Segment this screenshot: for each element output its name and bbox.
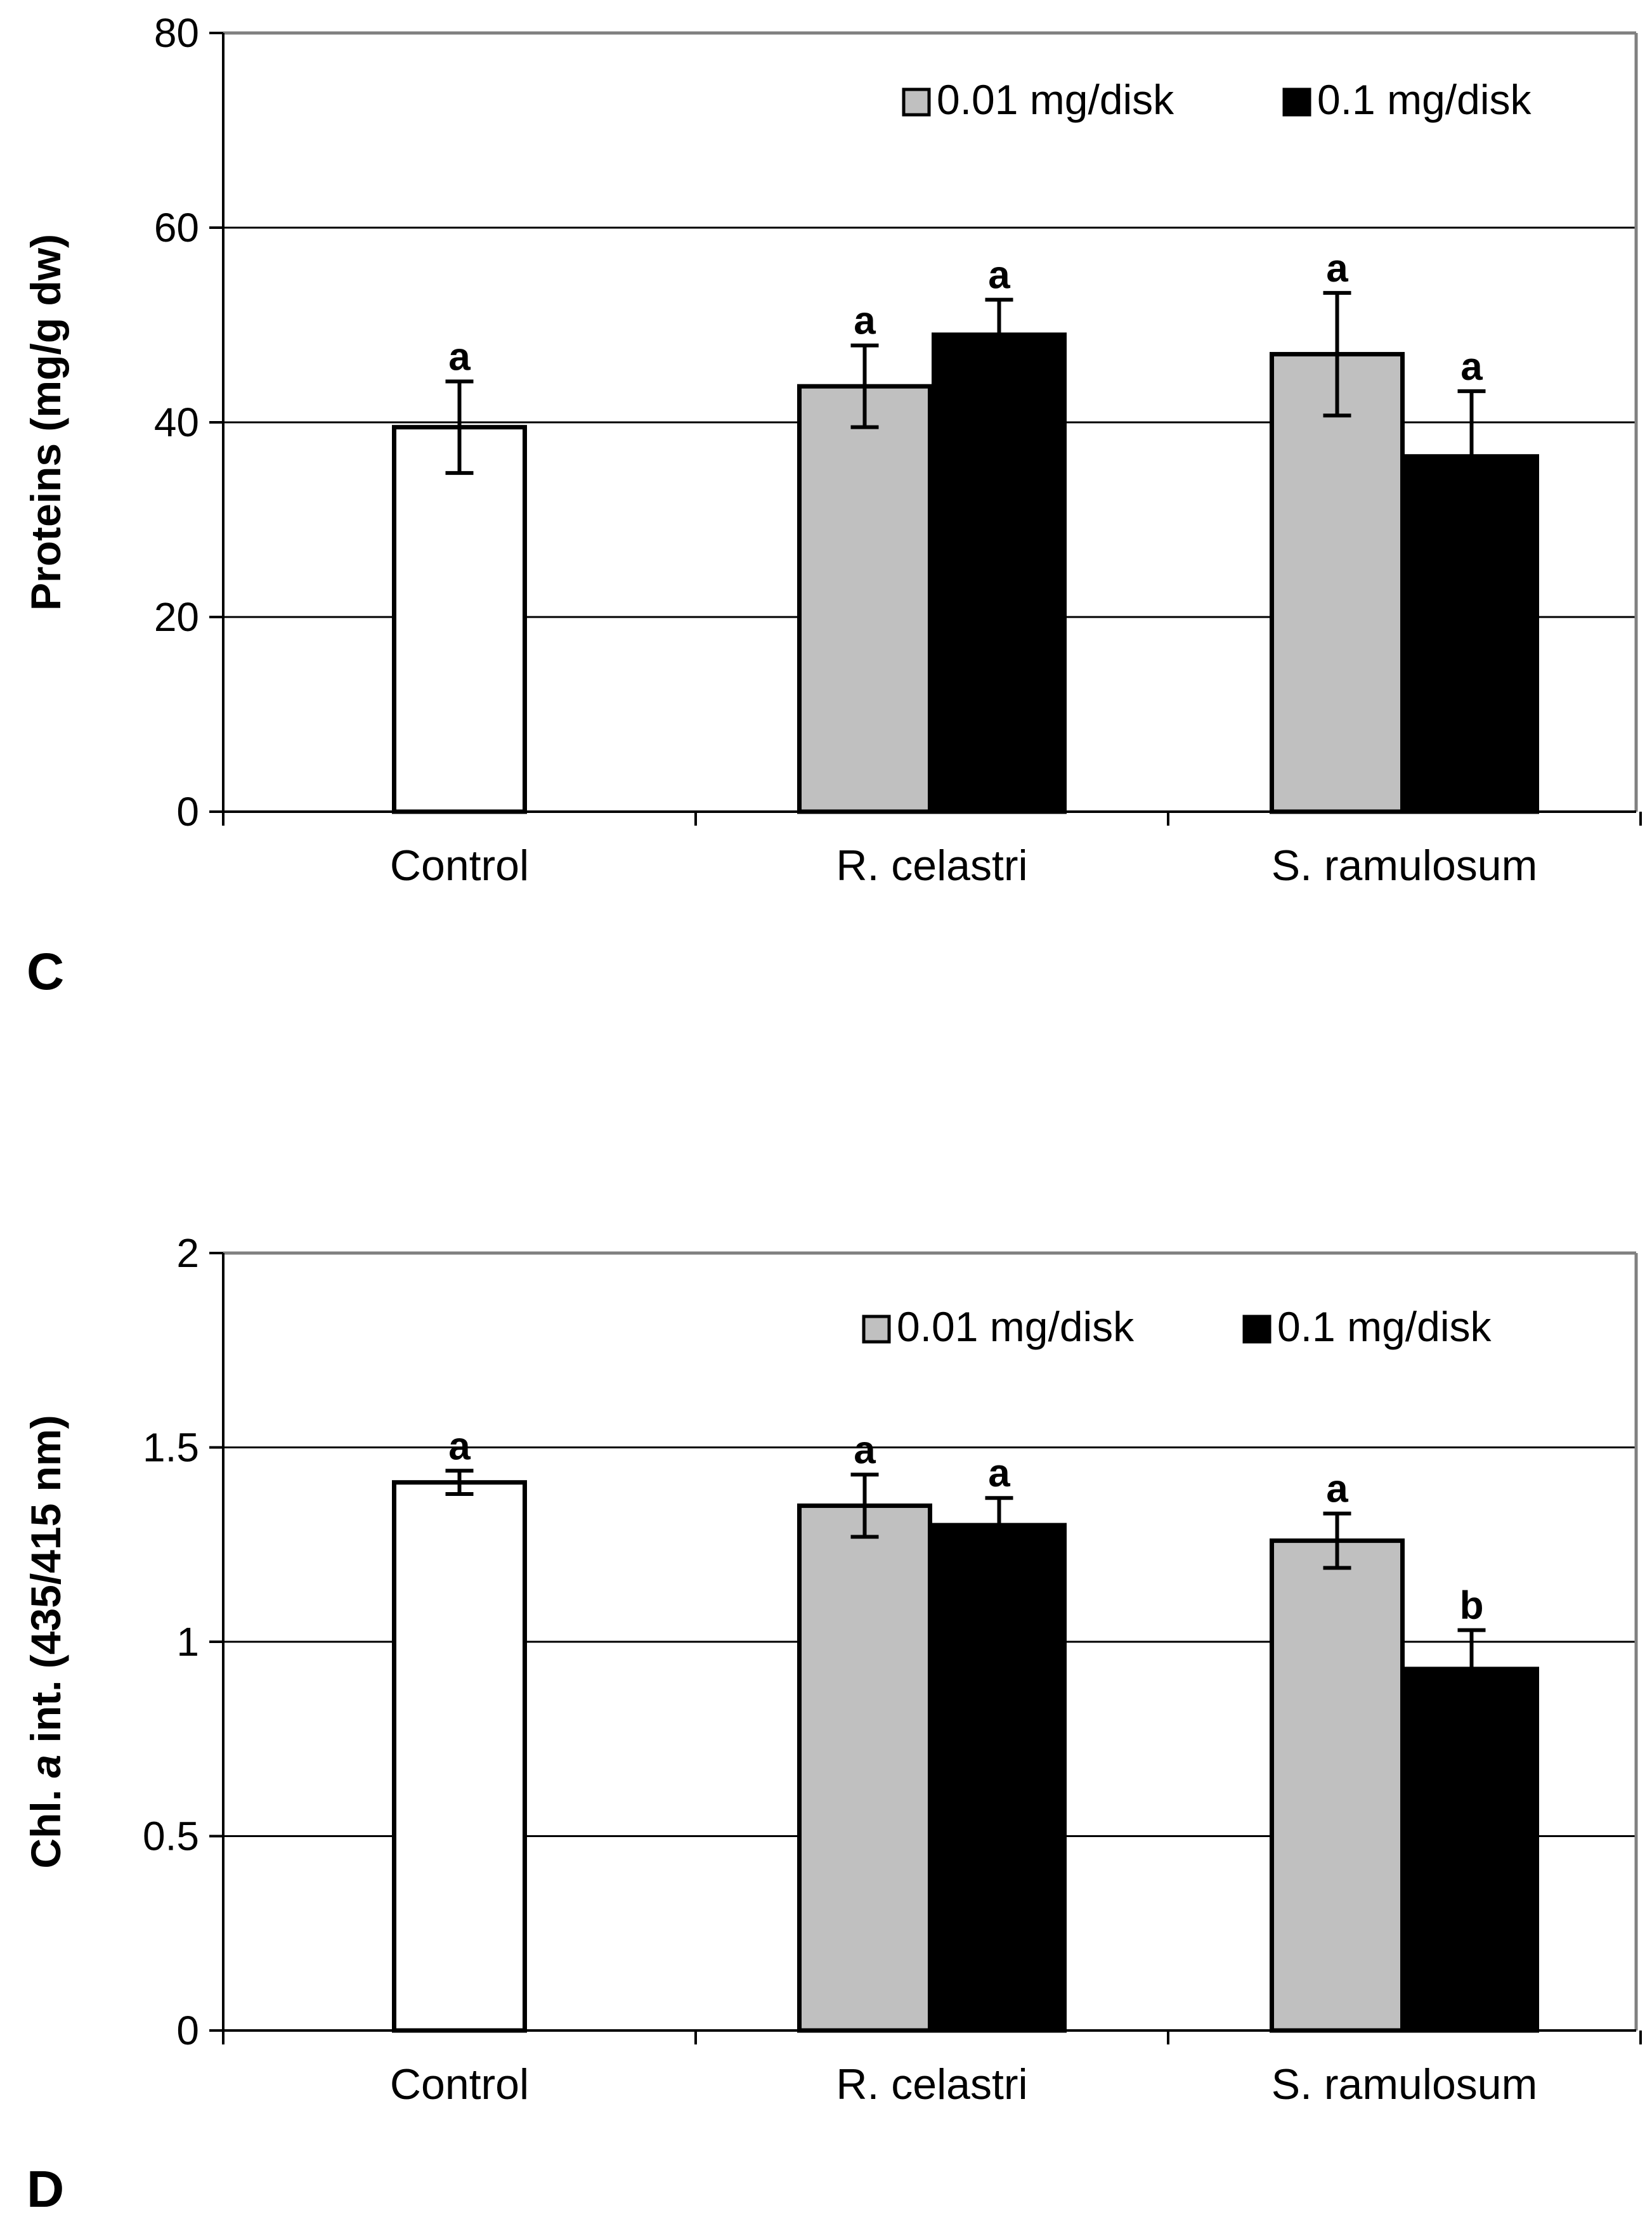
- chart-panel-c: 0 20 40 60 80 Control R. celastri S. ramulosum a…: [22, 10, 1642, 1001]
- significance-label: a: [448, 1424, 471, 1468]
- category-label: Control: [390, 2060, 529, 2108]
- category-label: S. ramulosum: [1272, 841, 1537, 890]
- bar: [797, 384, 932, 814]
- y-tick-label: 1: [176, 1619, 199, 1665]
- significance-label: a: [988, 254, 1010, 297]
- significance-label: a: [1326, 1467, 1348, 1511]
- bar: [392, 425, 527, 814]
- significance-label: a: [854, 1428, 876, 1472]
- legend-swatch: [1242, 1315, 1272, 1344]
- y-tick-label: 2: [176, 1230, 199, 1276]
- y-axis-title: Proteins (mg/g dw): [22, 234, 69, 611]
- y-tick-label: 0: [176, 789, 199, 835]
- y-tick-label: 20: [154, 594, 199, 640]
- bar: [1270, 1538, 1405, 2033]
- significance-label: a: [448, 335, 471, 379]
- bar: [392, 1480, 527, 2033]
- bar: [1404, 1666, 1539, 2033]
- bar: [1270, 352, 1405, 814]
- legend-swatch: [902, 88, 931, 117]
- significance-label: a: [988, 1452, 1010, 1495]
- y-axis-title-prefix: Chl.: [22, 1778, 69, 1869]
- bar: [932, 332, 1067, 814]
- panel-label: C: [27, 943, 64, 1001]
- chart-panel-d: 0 0.5 1 1.5 2 Control R. celastri S. ramulosum a…: [22, 1230, 1642, 2218]
- panel-label: D: [27, 2160, 64, 2218]
- legend-label: 0.1 mg/disk: [1277, 1303, 1492, 1350]
- y-tick-label: 60: [154, 205, 199, 250]
- significance-label: a: [1460, 345, 1483, 389]
- y-axis-title: Chl. a int. (435/415 nm): [22, 1415, 69, 1868]
- y-tick-label: 0.5: [143, 1814, 199, 1859]
- legend-label: 0.1 mg/disk: [1317, 76, 1532, 123]
- y-tick-label: 0: [176, 2008, 199, 2053]
- category-label: R. celastri: [836, 841, 1027, 890]
- category-label: S. ramulosum: [1272, 2060, 1537, 2108]
- bar: [797, 1503, 932, 2033]
- y-tick-label: 40: [154, 400, 199, 445]
- y-axis-title-italic: a: [22, 1755, 69, 1778]
- y-tick-label: 80: [154, 10, 199, 56]
- bar: [932, 1523, 1067, 2033]
- category-label: R. celastri: [836, 2060, 1027, 2108]
- y-axis-title-suffix: int. (435/415 nm): [22, 1415, 69, 1755]
- significance-label: a: [854, 299, 876, 343]
- legend-label: 0.01 mg/disk: [897, 1303, 1135, 1350]
- y-tick-label: 1.5: [143, 1425, 199, 1471]
- significance-label: b: [1460, 1584, 1484, 1628]
- legend-label: 0.01 mg/disk: [937, 76, 1174, 123]
- category-label: Control: [390, 841, 529, 890]
- legend-swatch: [1282, 88, 1311, 117]
- legend-swatch: [862, 1315, 891, 1344]
- significance-label: a: [1326, 247, 1348, 290]
